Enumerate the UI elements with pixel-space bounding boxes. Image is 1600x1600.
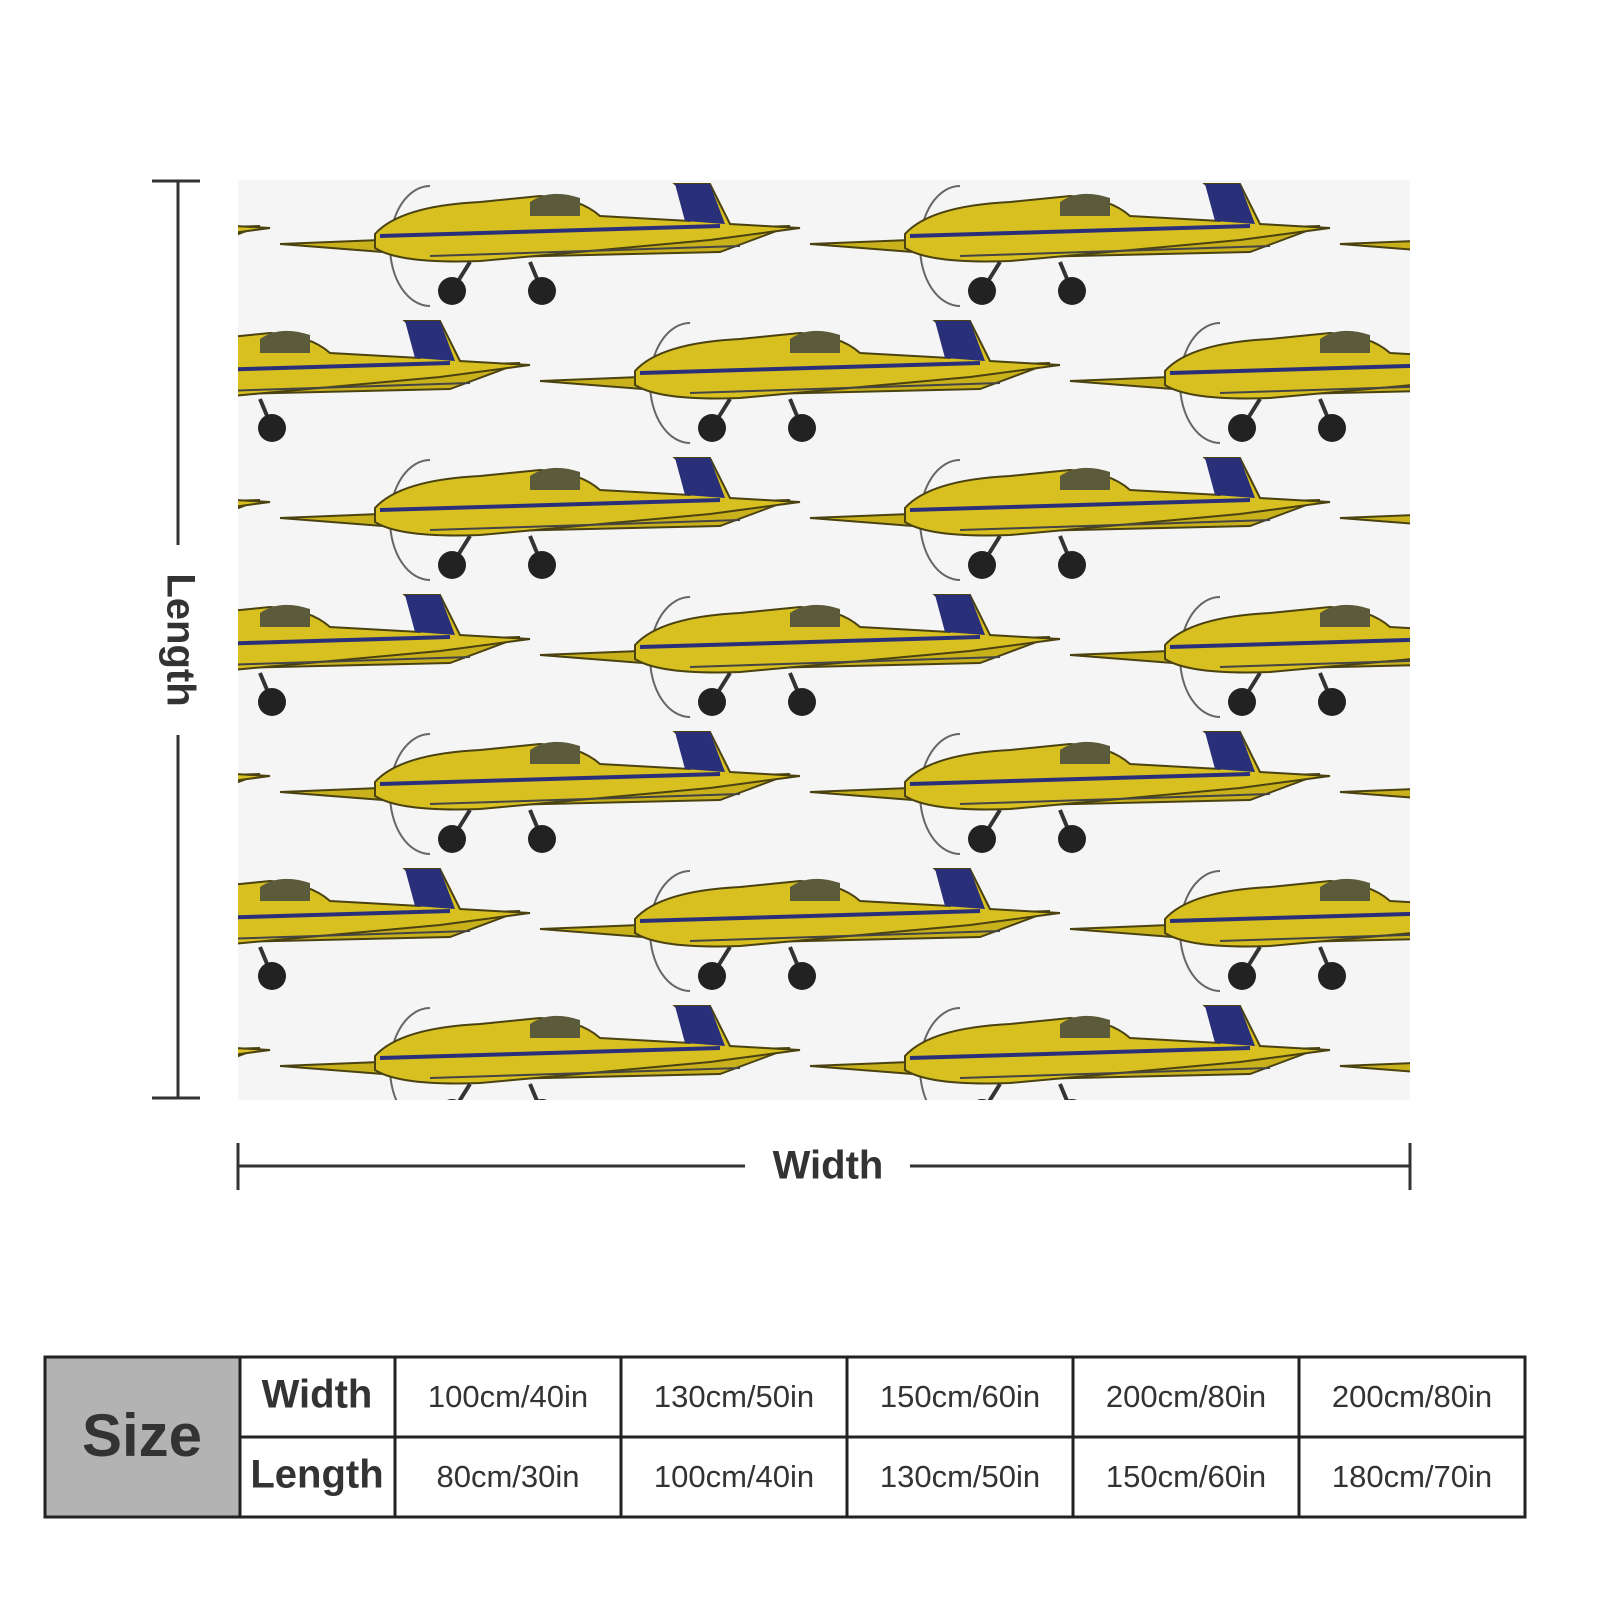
size-value: 100cm/40in bbox=[654, 1459, 814, 1494]
size-value: 200cm/80in bbox=[1332, 1379, 1492, 1414]
size-table: Size Width 100cm/40in 130cm/50in 150cm/60in… bbox=[43, 1355, 1527, 1519]
row-header: Length bbox=[250, 1453, 383, 1497]
size-value: 150cm/60in bbox=[1106, 1459, 1266, 1494]
size-cell bbox=[45, 1357, 240, 1517]
size-value: 80cm/30in bbox=[436, 1459, 579, 1494]
size-value: 180cm/70in bbox=[1332, 1459, 1492, 1494]
width-indicator bbox=[236, 1143, 1412, 1190]
row-header: Width bbox=[262, 1373, 373, 1417]
size-value: 150cm/60in bbox=[880, 1379, 1040, 1414]
size-value: 200cm/80in bbox=[1106, 1379, 1266, 1414]
length-label: Length bbox=[158, 573, 202, 706]
size-value: 130cm/50in bbox=[880, 1459, 1040, 1494]
size-value: 130cm/50in bbox=[654, 1379, 814, 1414]
blanket-pattern bbox=[238, 180, 1410, 1100]
size-header: Size bbox=[82, 1402, 202, 1469]
width-label: Width bbox=[773, 1144, 884, 1188]
size-value: 100cm/40in bbox=[428, 1379, 588, 1414]
length-indicator bbox=[152, 179, 200, 1100]
